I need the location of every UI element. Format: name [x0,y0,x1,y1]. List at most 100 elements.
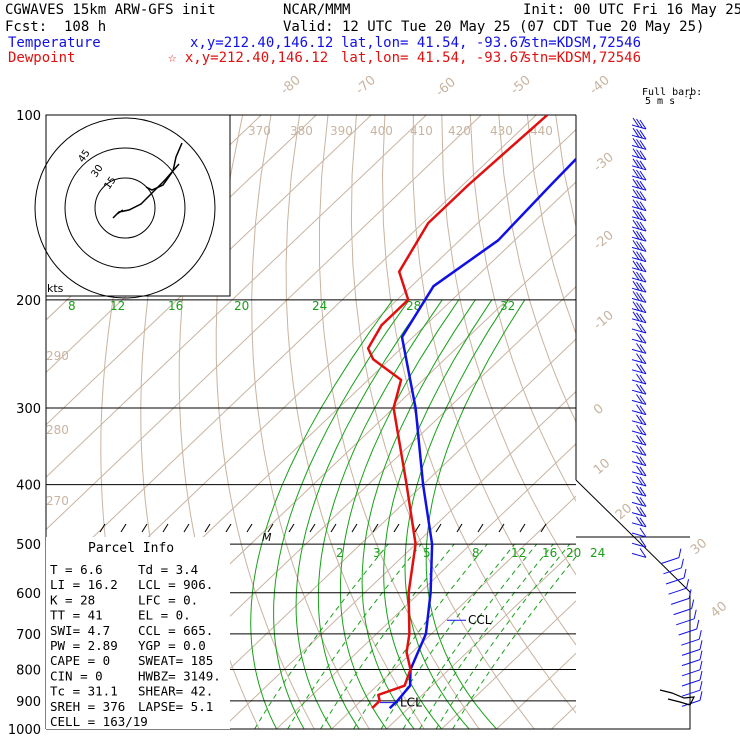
wind-barb-staff [631,338,647,344]
dry-adiabat-line [441,115,576,576]
wind-barb-flag [636,210,643,221]
wind-barb-flag [636,465,643,476]
wind-barb-flag [632,240,640,250]
parcel-cell: SHEAR= 42. [138,684,213,699]
pressure-tick-label: 200 [16,294,41,309]
dry-adiabat-line [251,115,370,729]
wind-barb-flag [632,229,640,240]
wind-barb-staff [663,567,682,575]
wind-barb-flag [636,251,643,261]
wind-barb-flag [639,395,647,405]
theta-label: 390 [330,124,353,138]
parcel-info-table: Parcel Info T = 6.6 Td = 3.4 LI = 16.2 LCL =… [50,541,221,729]
wind-barb-flag [639,486,647,497]
theta-label: 420 [448,124,471,138]
isotherm-label: -20 [591,228,617,253]
mixing-ratio-label: 3 [373,546,381,560]
wind-barb-flag [639,140,647,150]
wind-barb-flag [636,312,643,323]
wind-barb-flag [636,169,643,180]
theta-label: 280 [46,423,69,437]
wind-barb-flag [639,374,647,385]
wind-barb-flag [636,179,643,190]
wind-barb-staff [681,679,701,687]
moist-adiabat-line [404,299,509,729]
wind-barb-staff [631,369,647,375]
wind-barb-flag [636,353,643,363]
parcel-cell: TT = 41 [50,608,103,623]
temperature-xy: x,y=212.40,146.12 [190,35,334,51]
stability-hatch [225,523,232,533]
mixing-ratio-line [287,543,422,729]
stability-hatch [372,523,379,533]
wind-barb-flag [632,270,640,281]
wind-barb-flag [699,640,703,650]
forecast-hour: Fcst: 108 h [5,19,107,35]
wind-barb-staff [681,669,701,677]
dry-adiabat-line [641,115,740,729]
pressure-tick-label: 800 [16,663,41,678]
mixing-ratio-line [452,555,576,729]
wind-barb-flag [636,200,643,210]
wind-barb-staff [681,648,701,656]
wind-barb-flag [691,599,695,609]
wind-barb-flag [636,241,643,251]
pressure-tick-label: 700 [16,628,41,643]
wind-barb-flag [636,230,643,241]
wind-barb-flag [639,344,647,354]
isotherm-line [276,443,576,729]
wind-barb-flag [639,466,647,477]
wind-barb-flag [639,476,647,487]
stability-hatch [183,523,190,533]
isotherm-line [662,115,740,729]
isotherm-line [166,338,576,729]
wind-barb-flag [639,537,647,548]
wind-barb-flag [636,281,643,292]
wind-barb-flag [636,128,643,139]
low-level-barb-cluster [659,689,696,706]
isotherm-label: 30 [688,536,710,558]
mixing-ratio-label: 12 [110,299,125,313]
parcel-cell: EL = 0. [138,608,191,623]
stability-hatch [120,523,127,533]
wind-barbs [631,117,703,707]
barb-legend-line2: 5 m s [645,96,675,107]
stability-hatch [330,523,337,533]
stability-hatch [204,523,211,533]
hodograph-trace [112,163,180,219]
wind-barb-flag [639,180,647,191]
wind-barb-flag [632,178,640,189]
ccl-label: CCL [468,613,492,627]
wind-barb-staff [676,618,695,626]
org-label: NCAR/MMM [283,2,351,18]
wind-barb-flag [639,405,647,415]
barb-legend-line1: Full barb: [642,87,702,98]
isotherm-line [496,652,576,729]
stability-hatch [99,523,106,533]
wind-barb-staff [631,399,647,405]
pressure-tick-label: 900 [16,695,41,710]
dry-adiabat-lines [100,115,740,729]
wind-barb-staff [681,638,700,646]
wind-barb-staff [631,532,647,538]
wind-barb-flag [639,201,647,211]
wind-barb-flag [636,302,643,312]
parcel-info-box [46,537,230,729]
wind-barb-flag [632,117,640,128]
wind-barb-flag [639,527,647,538]
isotherm-label: -60 [433,75,459,100]
wind-barb-staff [631,348,647,354]
barb-legend-sup: -1 [684,93,692,101]
wind-barb-staff [631,420,647,426]
parcel-cell: HWBZ= 3149. [138,668,221,683]
isotherm-line [441,600,576,729]
wind-barb-flag [636,383,643,394]
wind-barb-staff [631,552,647,558]
dry-adiabat-line [698,115,740,729]
temperature-line [388,157,576,710]
level-annotations: CCL LCL M [262,531,492,710]
wind-barb-flag [636,394,643,404]
mixing-ratio-label: 8 [472,546,480,560]
mixing-ratio-label: 16 [168,299,183,313]
wind-barb-flag [639,446,647,456]
